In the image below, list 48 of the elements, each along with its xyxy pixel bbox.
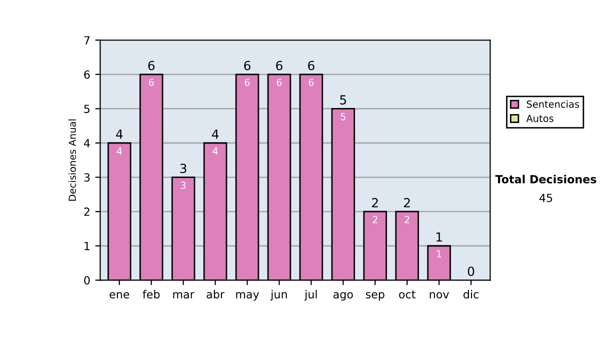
- data-label: 4: [116, 147, 122, 154]
- total-label: 2: [404, 198, 410, 208]
- total-label: 6: [244, 60, 250, 70]
- data-label: 6: [276, 78, 282, 86]
- y-tick-label: 3: [84, 173, 90, 182]
- x-tick-label: oct: [399, 290, 416, 298]
- total-label: 2: [372, 198, 378, 208]
- total-label: 0: [468, 266, 474, 276]
- x-tick-label: may: [236, 292, 260, 301]
- y-tick-label: 7: [84, 36, 90, 44]
- x-tick-label: sep: [366, 292, 384, 301]
- total-label: 6: [308, 60, 314, 70]
- text: Total Decisiones: [495, 174, 596, 184]
- x-tick-label: ene: [110, 292, 130, 298]
- total-label: 1: [436, 232, 442, 242]
- x-tick-label: jul: [304, 290, 317, 301]
- y-tick-label: 5: [84, 104, 90, 114]
- data-label: 2: [372, 216, 378, 224]
- x-tick-label: dic: [464, 290, 478, 298]
- x-tick-label: abr: [206, 290, 224, 298]
- x-tick-label: jun: [270, 290, 287, 301]
- x-tick-label: feb: [142, 290, 160, 298]
- y-tick-label: 6: [84, 70, 90, 79]
- total-label: 6: [148, 60, 155, 70]
- data-label: 5: [340, 113, 346, 120]
- total-label: 4: [116, 130, 123, 139]
- x-tick-label: nov: [430, 292, 449, 298]
- total-label: 5: [340, 95, 346, 105]
- data-label: 1: [437, 250, 442, 258]
- total-label: 4: [212, 130, 219, 139]
- y-tick-label: 1: [84, 242, 90, 250]
- y-tick-label: 4: [84, 139, 90, 148]
- text: 45: [539, 194, 552, 202]
- legend-label: Autos: [526, 114, 554, 122]
- data-label: 6: [244, 78, 250, 86]
- data-label: 6: [148, 78, 154, 86]
- data-label: 2: [404, 216, 410, 224]
- data-label: 6: [308, 78, 314, 86]
- data-label: 4: [212, 147, 218, 154]
- x-tick-label: ago: [333, 292, 353, 301]
- y-tick-label: 2: [84, 208, 90, 216]
- data-label: 3: [180, 182, 186, 189]
- total-label: 3: [180, 164, 186, 174]
- legend-label: Sentencias: [526, 100, 580, 108]
- y-axis-title: Decisiones Anual: [68, 119, 76, 201]
- total-label: 6: [276, 60, 282, 70]
- x-tick-label: mar: [173, 292, 194, 298]
- y-tick-label: 0: [84, 276, 90, 285]
